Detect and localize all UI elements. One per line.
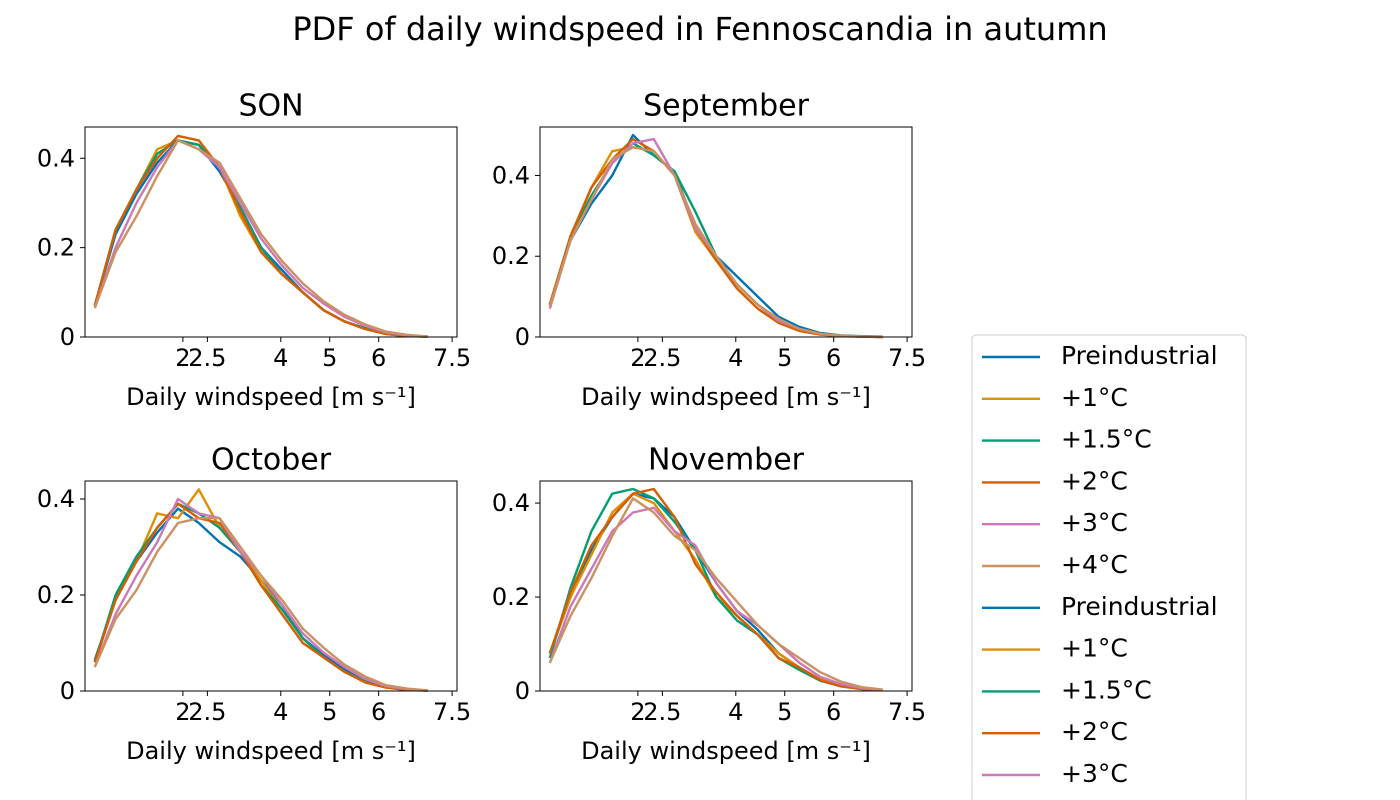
series-line: [548, 146, 883, 339]
x-tick-label: 7.5: [888, 344, 926, 372]
legend-label: +1.5°C: [1061, 675, 1152, 704]
y-tick-label: 0: [60, 677, 75, 705]
x-tick-label: 6: [826, 698, 841, 726]
series-line: [548, 487, 883, 692]
x-tick-label: 4: [273, 344, 288, 372]
series-line: [93, 502, 428, 692]
legend-label: Preindustrial: [1061, 592, 1218, 621]
series-line: [93, 139, 428, 338]
legend-label: +1.5°C: [1061, 425, 1152, 454]
series-line: [548, 133, 883, 338]
x-tick-label: 2.5: [188, 698, 226, 726]
x-tick-label: 2.5: [643, 698, 681, 726]
y-tick-label: 0.4: [37, 144, 75, 172]
panel-title: October: [211, 443, 332, 478]
y-tick-label: 0.4: [37, 485, 75, 513]
x-tick-label: 4: [273, 698, 288, 726]
axes-frame: [84, 480, 458, 692]
panel-title: November: [648, 443, 805, 478]
axes-frame: [539, 480, 913, 692]
x-tick-label: 4: [728, 344, 743, 372]
x-tick-label: 4: [728, 698, 743, 726]
x-tick-label: 2: [175, 344, 190, 372]
x-tick-label: 6: [826, 344, 841, 372]
legend-label: +2°C: [1061, 717, 1128, 746]
x-tick-label: 5: [322, 344, 337, 372]
series-line: [93, 517, 428, 692]
y-tick-label: 0.2: [492, 242, 530, 270]
x-tick-label: 5: [777, 344, 792, 372]
legend-label: +3°C: [1061, 508, 1128, 537]
series-line: [548, 137, 883, 339]
x-axis-label: Daily windspeed [m s⁻¹]: [581, 737, 871, 765]
panel-title: SON: [238, 89, 303, 124]
series-line: [548, 487, 883, 692]
x-tick-label: 7.5: [888, 698, 926, 726]
x-tick-label: 2: [630, 344, 645, 372]
legend-label: +1°C: [1061, 634, 1128, 663]
x-tick-label: 7.5: [433, 344, 471, 372]
axes-frame: [84, 126, 458, 338]
legend-label: +1°C: [1061, 383, 1128, 412]
y-tick-label: 0: [515, 677, 530, 705]
legend-box: [971, 334, 1247, 800]
legend-label: +3°C: [1061, 759, 1128, 788]
x-tick-label: 5: [322, 698, 337, 726]
x-tick-label: 2: [630, 698, 645, 726]
x-tick-label: 7.5: [433, 698, 471, 726]
legend-label: Preindustrial: [1061, 341, 1218, 370]
y-tick-label: 0.2: [37, 581, 75, 609]
y-tick-label: 0.4: [492, 161, 530, 189]
x-tick-label: 2.5: [188, 344, 226, 372]
y-tick-label: 0: [515, 323, 530, 351]
series-line: [548, 137, 883, 339]
series-line: [93, 497, 428, 692]
legend-label: +2°C: [1061, 466, 1128, 495]
series-line: [93, 502, 428, 692]
series-line: [93, 507, 428, 692]
figure-title: PDF of daily windspeed in Fennoscandia i…: [292, 10, 1107, 48]
y-tick-label: 0.2: [492, 583, 530, 611]
x-tick-label: 6: [371, 698, 386, 726]
series-line: [93, 134, 428, 338]
series-line: [93, 488, 428, 692]
x-axis-label: Daily windspeed [m s⁻¹]: [581, 383, 871, 411]
axes-frame: [539, 126, 913, 338]
series-line: [548, 497, 883, 691]
x-tick-label: 5: [777, 698, 792, 726]
y-tick-label: 0.4: [492, 489, 530, 517]
x-axis-label: Daily windspeed [m s⁻¹]: [126, 737, 416, 765]
y-tick-label: 0: [60, 323, 75, 351]
series-line: [548, 506, 883, 692]
legend-label: +4°C: [1061, 550, 1128, 579]
series-line: [93, 139, 428, 338]
panel-title: September: [643, 89, 809, 124]
y-tick-label: 0.2: [37, 234, 75, 262]
x-tick-label: 6: [371, 344, 386, 372]
x-axis-label: Daily windspeed [m s⁻¹]: [126, 383, 416, 411]
x-tick-label: 2: [175, 698, 190, 726]
x-tick-label: 2.5: [643, 344, 681, 372]
